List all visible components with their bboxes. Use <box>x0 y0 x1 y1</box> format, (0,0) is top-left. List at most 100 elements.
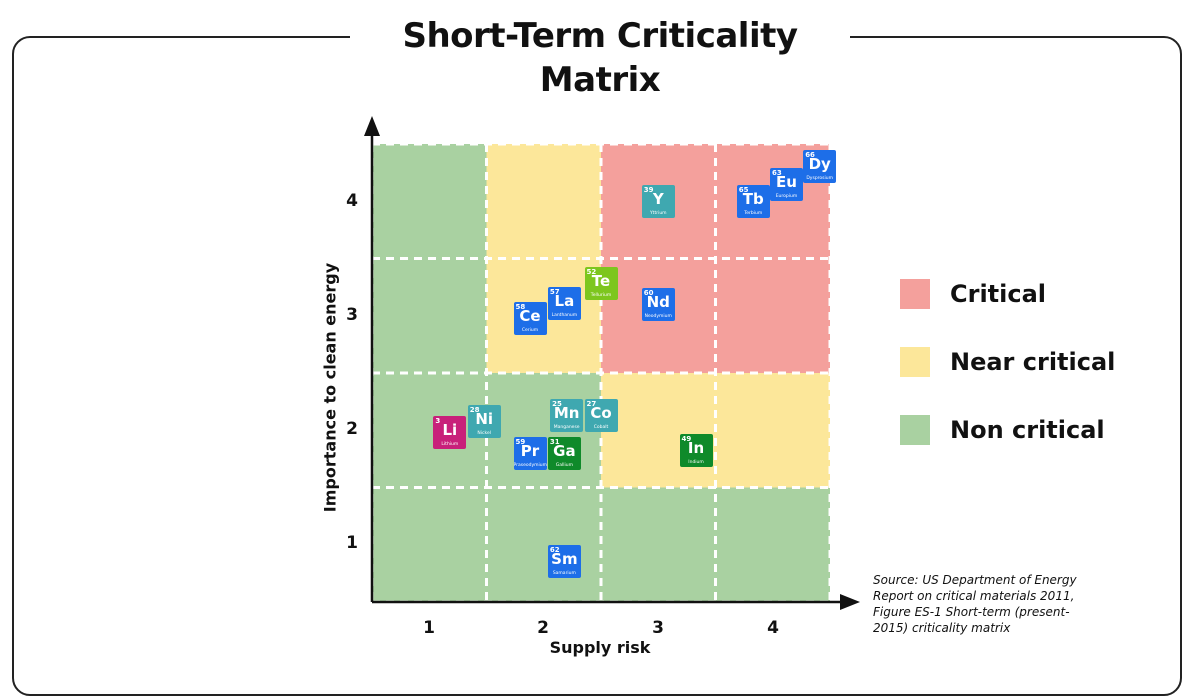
element-symbol: Pr <box>520 441 540 460</box>
element-name: Cobalt <box>593 424 609 430</box>
element-symbol: Sm <box>551 550 578 569</box>
element-symbol: Co <box>590 403 612 422</box>
matrix-cell <box>601 487 716 602</box>
matrix-cell <box>486 373 601 488</box>
y-tick-1: 1 <box>346 533 358 553</box>
element-number: 27 <box>586 399 597 408</box>
element-name: Lithium <box>441 442 459 448</box>
element-tile-y: 39 Y Yttrium <box>641 184 675 218</box>
element-symbol: Li <box>442 421 458 440</box>
element-symbol: In <box>687 439 705 458</box>
element-tile-eu: 63 Eu Europium <box>769 167 803 201</box>
element-number: 52 <box>586 268 597 277</box>
x-axis-arrow-icon <box>840 594 860 610</box>
element-symbol: Ni <box>475 409 494 428</box>
element-tile-co: 27 Co Cobalt <box>584 398 618 432</box>
x-tick-3: 3 <box>652 618 664 638</box>
element-symbol: Dy <box>808 155 831 174</box>
element-number: 28 <box>469 405 480 414</box>
matrix-cell <box>715 258 830 373</box>
legend-swatch-critical <box>900 279 930 309</box>
element-symbol: Te <box>591 272 611 291</box>
element-tile-dy: 66 Dy Dysprosium <box>803 150 837 184</box>
element-name: Nickel <box>477 430 491 436</box>
source-note: Source: US Department of Energy Report o… <box>873 573 1077 635</box>
matrix-cell <box>601 373 716 488</box>
element-name: Tellurium <box>590 293 612 299</box>
element-symbol: Eu <box>776 172 797 191</box>
y-axis-arrow-icon <box>364 116 380 136</box>
element-number: 39 <box>643 185 654 194</box>
element-number: 65 <box>738 185 749 194</box>
element-symbol: Mn <box>553 403 580 422</box>
element-symbol: Ce <box>519 306 541 325</box>
element-tile-sm: 62 Sm Samarium <box>547 545 581 579</box>
element-tile-mn: 25 Mn Manganese <box>550 398 584 432</box>
legend-non-critical: Non critical <box>900 414 1105 446</box>
element-name: Cerium <box>521 327 539 333</box>
element-number: 58 <box>515 302 526 311</box>
element-name: Yttrium <box>649 210 667 216</box>
x-axis-label: Supply risk <box>549 638 651 657</box>
element-tile-la: 57 La Lanthanum <box>547 286 581 320</box>
matrix-cell <box>372 144 487 259</box>
element-number: 62 <box>549 546 560 555</box>
page-title: Short-Term Criticality Matrix <box>350 14 850 102</box>
element-name: Europium <box>775 193 798 199</box>
matrix-cell <box>486 487 601 602</box>
element-symbol: Tb <box>742 189 764 208</box>
element-symbol: La <box>554 291 575 310</box>
y-axis-label: Importance to clean energy <box>320 262 340 513</box>
element-number: 31 <box>549 437 560 446</box>
element-tile-in: 49 In Indium <box>679 434 713 468</box>
legend-label-near-critical: Near critical <box>950 348 1116 376</box>
element-name: Manganese <box>553 424 580 430</box>
element-name: Terbium <box>744 210 763 216</box>
legend-label-non-critical: Non critical <box>950 416 1105 444</box>
matrix-cell <box>715 373 830 488</box>
element-tile-ce: 58 Ce Cerium <box>513 301 547 335</box>
element-number: 59 <box>515 437 526 446</box>
element-tile-li: 3 Li Lithium <box>433 416 467 450</box>
element-tile-te: 52 Te Tellurium <box>584 267 618 301</box>
x-tick-2: 2 <box>537 618 549 638</box>
element-number: 66 <box>805 151 815 160</box>
matrix-cell <box>715 487 830 602</box>
x-tick-1: 1 <box>423 618 435 638</box>
criticality-chart <box>364 116 860 610</box>
element-symbol: Y <box>652 189 664 208</box>
element-number: 49 <box>681 435 692 444</box>
y-tick-2: 2 <box>346 419 358 439</box>
element-number: 25 <box>552 399 562 408</box>
element-number: 3 <box>435 417 441 426</box>
legend-near-critical: Near critical <box>900 346 1115 378</box>
element-name: Indium <box>688 460 704 466</box>
element-number: 57 <box>549 287 560 296</box>
element-tile-nd: 60 Nd Neodymium <box>641 287 675 321</box>
element-name: Samarium <box>552 571 576 577</box>
x-tick-4: 4 <box>767 618 779 638</box>
y-tick-3: 3 <box>346 305 358 325</box>
legend-swatch-near-critical <box>900 347 930 377</box>
element-name: Lanthanum <box>551 312 578 318</box>
element-name: Gallium <box>555 462 573 468</box>
element-number: 60 <box>643 288 654 297</box>
matrix-cell <box>486 144 601 259</box>
matrix-cell <box>372 487 487 602</box>
element-name: Praseodymium <box>513 462 547 468</box>
legend-label-critical: Critical <box>950 280 1047 308</box>
element-tile-ni: 28 Ni Nickel <box>467 404 501 438</box>
element-name: Neodymium <box>644 313 672 319</box>
legend-critical: Critical <box>900 278 1046 310</box>
element-tile-ga: 31 Ga Gallium <box>547 436 581 470</box>
matrix-cell <box>372 373 487 488</box>
element-symbol: Nd <box>646 292 670 311</box>
element-symbol: Ga <box>553 441 576 460</box>
element-number: 63 <box>771 168 782 177</box>
legend-swatch-non-critical <box>900 415 930 445</box>
element-name: Dysprosium <box>806 176 834 182</box>
element-tile-pr: 59 Pr Praseodymium <box>513 436 547 470</box>
y-tick-4: 4 <box>346 191 358 211</box>
element-tile-tb: 65 Tb Terbium <box>736 184 770 218</box>
matrix-cell <box>372 258 487 373</box>
